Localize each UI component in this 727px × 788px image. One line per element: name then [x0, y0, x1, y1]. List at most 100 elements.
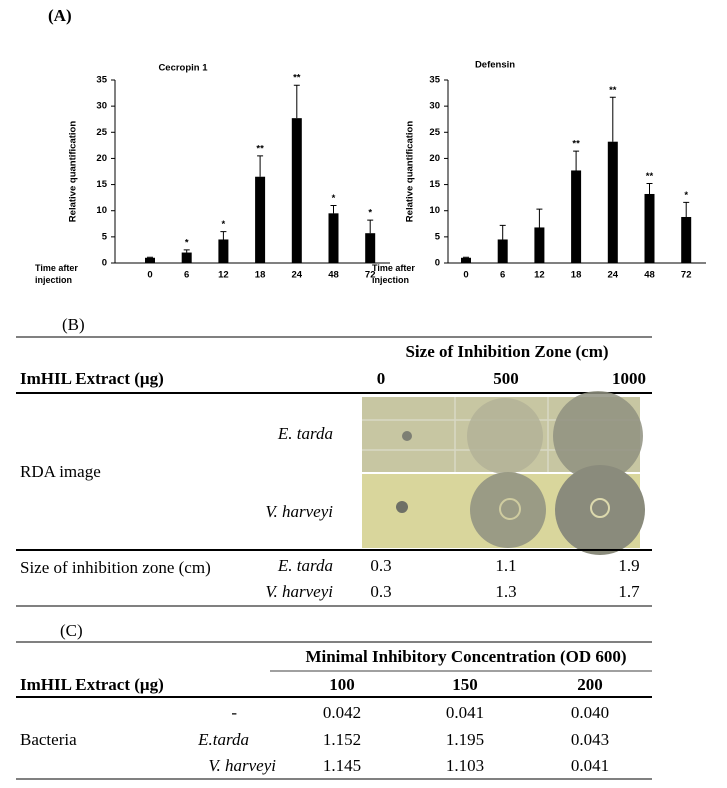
x-tick-label: 24 — [292, 270, 303, 281]
column-header: 200 — [577, 675, 603, 694]
x-axis-label: Time after injection — [372, 263, 415, 285]
error-bar — [220, 231, 227, 240]
error-bar — [330, 204, 337, 214]
panel-label: (A) — [48, 6, 72, 25]
error-bar — [499, 224, 506, 240]
bar — [218, 239, 229, 263]
column-header: 500 — [493, 369, 519, 388]
error-bar — [147, 256, 153, 258]
x-tick-label: 6 — [500, 270, 505, 281]
error-bar — [183, 249, 190, 253]
panel-label: (C) — [60, 621, 83, 640]
y-tick-label: 15 — [429, 179, 440, 190]
column-header: 100 — [329, 675, 355, 694]
cell: 0.3 — [370, 582, 391, 601]
row-label: Bacteria — [20, 730, 77, 749]
error-bar — [463, 256, 469, 258]
row-label: RDA image — [20, 462, 101, 481]
group-header: Minimal Inhibitory Concentration (OD 600… — [305, 647, 626, 666]
strain-label: V. harveyi — [208, 756, 276, 775]
error-bar — [367, 219, 374, 234]
y-tick-label: 5 — [435, 231, 441, 242]
y-tick-label: 35 — [96, 75, 107, 86]
significance-label: * — [684, 190, 688, 201]
column-header: 1000 — [612, 369, 646, 388]
y-tick-label: 15 — [96, 179, 107, 190]
cell: 0.041 — [571, 756, 609, 775]
significance-label: ** — [256, 143, 264, 154]
x-tick-label: 24 — [608, 270, 619, 281]
significance-label: * — [185, 237, 189, 248]
strain-label: V. harveyi — [265, 502, 333, 521]
y-axis-label: Relative quantification — [405, 121, 416, 223]
y-tick-label: 35 — [429, 75, 440, 86]
significance-label: ** — [572, 139, 580, 150]
x-tick-label: 48 — [644, 270, 655, 281]
cell: 1.9 — [618, 556, 639, 575]
bar — [291, 118, 302, 263]
y-tick-label: 10 — [96, 205, 107, 216]
y-tick-label: 0 — [435, 258, 440, 269]
cell: 0.043 — [571, 730, 609, 749]
x-tick-label: 18 — [571, 270, 582, 281]
x-tick-label: 72 — [681, 270, 692, 281]
error-bar — [536, 208, 543, 228]
column-header: 150 — [452, 675, 478, 694]
strain-label: - — [231, 703, 237, 722]
error-bar — [646, 183, 653, 194]
error-bar — [293, 84, 300, 119]
group-header: Size of Inhibition Zone (cm) — [405, 342, 608, 361]
y-tick-label: 20 — [96, 153, 107, 164]
error-bar — [573, 150, 580, 171]
x-tick-label: 12 — [534, 270, 545, 281]
cell: 0.041 — [446, 703, 484, 722]
significance-label: * — [368, 208, 372, 219]
y-tick-label: 0 — [102, 258, 107, 269]
cell: 1.7 — [618, 582, 640, 601]
x-tick-label: 12 — [218, 270, 229, 281]
bar — [534, 227, 545, 263]
cell: 1.103 — [446, 756, 484, 775]
significance-label: * — [332, 193, 336, 204]
x-tick-label: 6 — [184, 270, 189, 281]
significance-label: ** — [646, 171, 654, 182]
bar — [181, 252, 192, 263]
column-header: 0 — [377, 369, 386, 388]
strain-label: E.tarda — [197, 730, 249, 749]
x-tick-label: 18 — [255, 270, 266, 281]
y-tick-label: 25 — [429, 127, 440, 138]
x-axis-label: Time after injection — [35, 263, 78, 285]
bar — [571, 170, 582, 263]
error-bar — [257, 155, 264, 177]
y-axis-label: Relative quantification — [68, 121, 79, 223]
x-tick-label: 72 — [365, 270, 376, 281]
error-bar — [683, 201, 690, 217]
strain-label: E. tarda — [277, 556, 333, 575]
cell: 1.3 — [495, 582, 516, 601]
cell: 1.152 — [323, 730, 361, 749]
cell: 0.040 — [571, 703, 609, 722]
significance-label: * — [222, 219, 226, 230]
bar — [607, 141, 618, 263]
chart-title: Defensin — [475, 60, 515, 71]
cell: 1.145 — [323, 756, 361, 775]
significance-label: ** — [293, 73, 301, 84]
bar — [145, 257, 155, 263]
cell: 0.042 — [323, 703, 361, 722]
y-tick-label: 30 — [429, 101, 440, 112]
cell: 1.195 — [446, 730, 484, 749]
bar — [255, 176, 266, 263]
x-tick-label: 0 — [147, 270, 152, 281]
cell: 0.3 — [370, 556, 391, 575]
row-label: Size of inhibition zone (cm) — [20, 558, 211, 577]
bar — [328, 213, 339, 263]
bar — [365, 233, 376, 263]
error-bar — [609, 96, 616, 142]
strain-label: E. tarda — [277, 424, 333, 443]
x-tick-label: 48 — [328, 270, 339, 281]
strain-label: V. harveyi — [265, 582, 333, 601]
bar — [497, 239, 508, 263]
y-tick-label: 10 — [429, 205, 440, 216]
